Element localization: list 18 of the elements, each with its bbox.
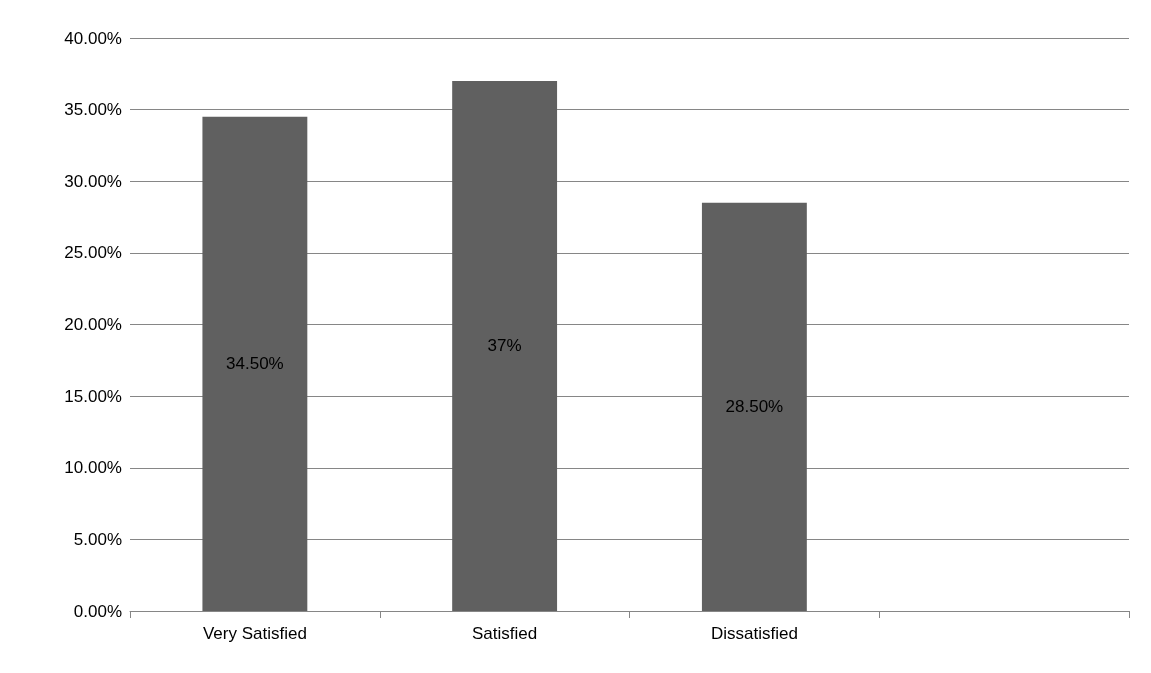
y-tick-label: 25.00% <box>64 243 122 263</box>
bar <box>452 80 558 611</box>
x-tick-label: Dissatisfied <box>710 624 798 643</box>
x-tick-label: Satisfied <box>472 624 538 643</box>
data-label: 34.50% <box>226 354 284 374</box>
data-label: 37% <box>487 336 522 356</box>
bar <box>701 202 807 611</box>
x-tick-label: Very Satisfied <box>202 624 307 643</box>
y-tick-label: 35.00% <box>64 100 122 120</box>
y-tick-label: 5.00% <box>73 529 122 549</box>
bar <box>202 116 308 611</box>
y-tick-label: 20.00% <box>64 315 122 334</box>
y-tick-label: 40.00% <box>64 28 122 48</box>
y-tick-label: 30.00% <box>64 171 122 191</box>
data-label: 28.50% <box>725 397 784 417</box>
y-tick-label: 0.00% <box>73 601 122 621</box>
y-tick-label: 15.00% <box>64 386 122 406</box>
y-tick-label: 10.00% <box>64 458 122 478</box>
